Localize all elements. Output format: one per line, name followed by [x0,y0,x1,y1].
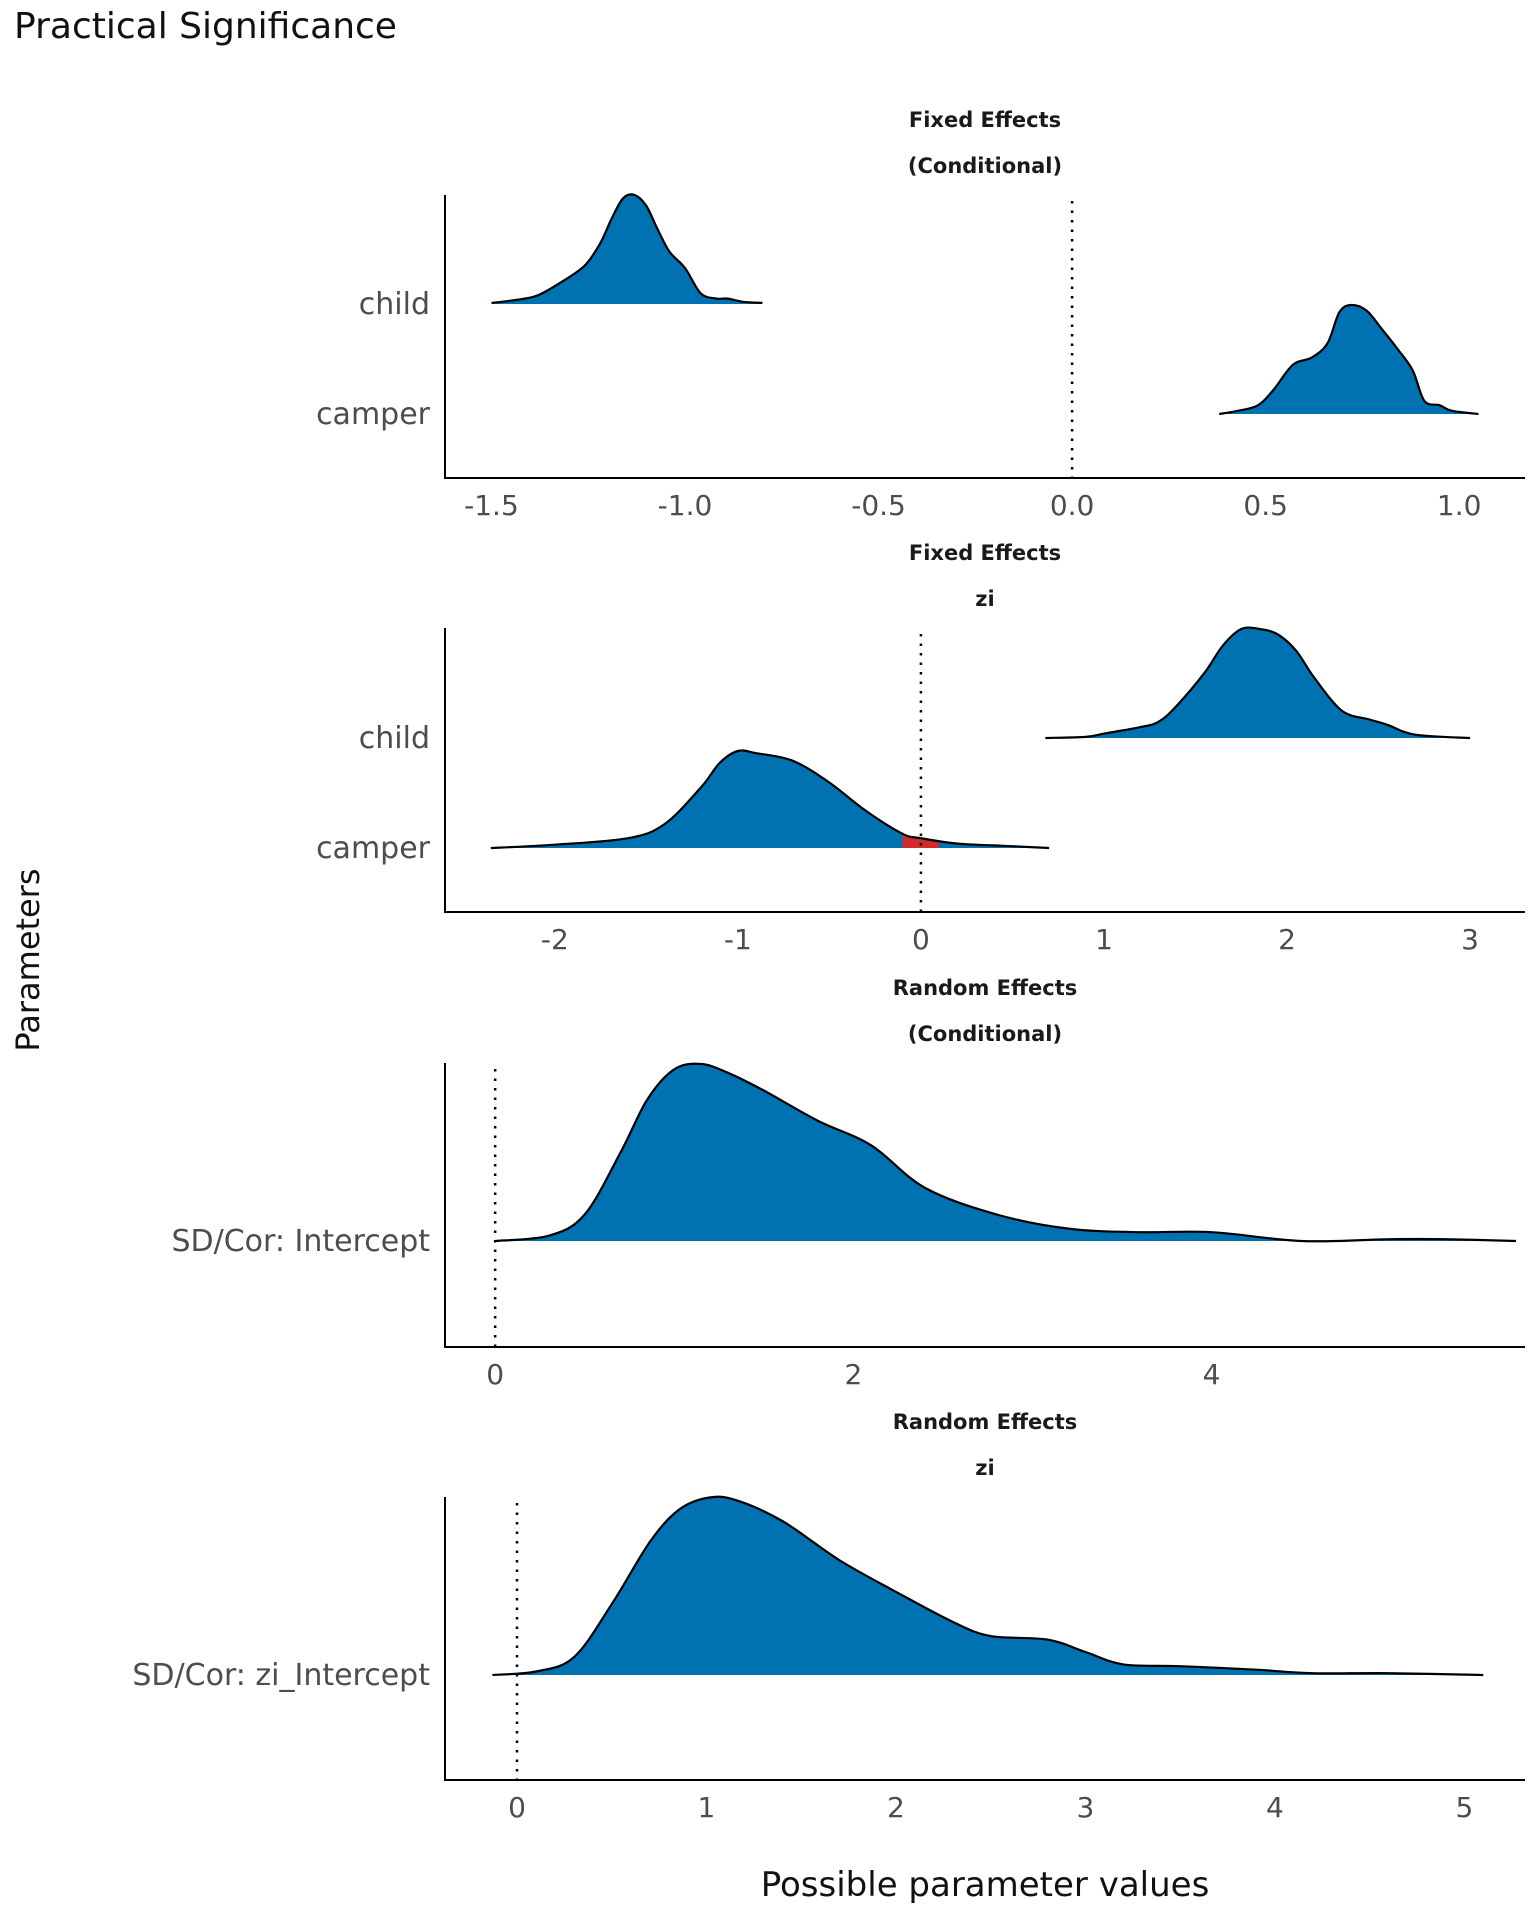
x-tick-label: -0.5 [851,489,906,522]
density-area-camper [490,750,1050,848]
panel-4: Random Effects zi SD/Cor: zi_Intercept 0 1 2 3… [132,1410,1525,1824]
x-tick-label: 4 [1203,1358,1221,1391]
panel-3-strip-label: (Conditional) [908,1022,1062,1046]
x-tick-label: 1.0 [1437,489,1482,522]
panel-2-strip-label: zi [975,587,994,611]
x-tick-label: 0.5 [1243,489,1288,522]
x-tick-label: 0.0 [1050,489,1095,522]
density-area-sd-cor-intercept [495,1063,1517,1242]
x-tick-label: -1 [724,923,752,956]
density-curve [494,1062,1517,1243]
parameter-label: SD/Cor: zi_Intercept [132,1658,430,1693]
x-axis-label: Possible parameter values [760,1865,1210,1905]
x-tick-label: -1.5 [464,489,519,522]
density-curve [491,193,763,304]
x-tick-label: 2 [887,1791,905,1824]
x-tick-label: 3 [1461,923,1479,956]
density-curve [492,1495,1484,1677]
panel-4-strip-label: zi [975,1456,994,1480]
panel-2: Fixed Effects zi child camper -2 -1 0 1 2 3 [316,541,1525,956]
x-tick-label: -2 [541,923,569,956]
x-tick-label: 3 [1077,1791,1095,1824]
panel-3-strip-label: Random Effects [893,976,1078,1000]
density-area-child [1045,627,1471,738]
parameter-label: camper [316,831,431,866]
density-curve [1045,626,1471,740]
panel-3: Random Effects (Conditional) SD/Cor: Inter… [171,976,1525,1391]
parameter-label: child [359,721,430,756]
density-area-camper [1219,304,1479,414]
panel-1: Fixed Effects (Conditional) child camper -1.… [316,108,1525,522]
x-tick-label: 5 [1455,1791,1473,1824]
parameter-label: camper [316,397,431,432]
parameter-label: SD/Cor: Intercept [171,1224,430,1259]
x-tick-label: 2 [844,1358,862,1391]
density-curve [490,749,1050,850]
x-tick-label: 4 [1266,1791,1284,1824]
density-area-sd-cor-zi-intercept [492,1496,1484,1675]
x-tick-label: 0 [508,1791,526,1824]
x-tick-label: 0 [912,923,930,956]
x-tick-label: 1 [1095,923,1113,956]
density-area-child [491,194,763,304]
density-curve [1219,303,1479,416]
panel-4-strip-label: Random Effects [893,1410,1078,1434]
panel-2-strip-label: Fixed Effects [909,541,1061,565]
chart-title: Practical Significance [14,6,397,47]
x-tick-label: 2 [1278,923,1296,956]
parameter-label: child [359,287,430,322]
panel-1-strip-label: (Conditional) [908,154,1062,178]
x-tick-label: 1 [698,1791,716,1824]
x-tick-label: 0 [486,1358,504,1391]
x-tick-label: -1.0 [658,489,713,522]
panel-1-strip-label: Fixed Effects [909,108,1061,132]
